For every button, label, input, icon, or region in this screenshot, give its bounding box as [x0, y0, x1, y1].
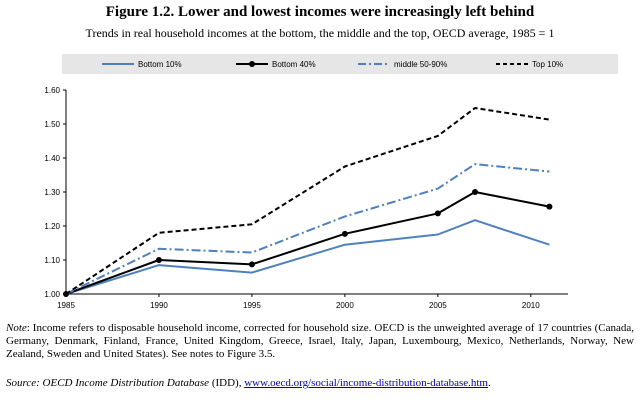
- source-label: Source: [6, 377, 37, 389]
- legend-swatch-bottom-10: [102, 63, 134, 65]
- data-point: [434, 210, 441, 217]
- series-line-bottom-10-: [65, 219, 550, 295]
- series-line-top-10-: [65, 107, 550, 295]
- source-link[interactable]: www.oecd.org/social/income-distribution-…: [244, 377, 488, 389]
- legend-label-top-10: Top 10%: [532, 59, 564, 69]
- data-point: [248, 261, 255, 268]
- figure-note: Note: Income refers to disposable househ…: [6, 322, 634, 361]
- x-tick-label: 2005: [429, 301, 447, 310]
- legend-swatch-bottom-40: [236, 61, 268, 67]
- series-line-middle-50-90-: [65, 163, 550, 295]
- data-point: [472, 189, 479, 195]
- legend-label-bottom-40: Bottom 40%: [272, 59, 316, 69]
- source-end: .: [488, 377, 491, 389]
- x-tick-label: 2000: [336, 301, 354, 310]
- figure-subtitle: Trends in real household incomes at the …: [85, 26, 555, 40]
- y-tick-label: 1.20: [44, 222, 60, 231]
- line-chart: 1.00 1.10 1.20 1.30 1.40 1.50 1.60 1985 1990 1995…: [44, 86, 568, 310]
- chart-legend: Bottom 10% Bottom 40% middle 50-90% Top …: [62, 54, 618, 74]
- y-tick-label: 1.30: [44, 188, 60, 197]
- legend-item-top-10: Top 10%: [496, 54, 563, 74]
- y-tick-label: 1.40: [44, 154, 60, 163]
- data-point: [155, 257, 162, 263]
- y-tick-label: 1.10: [44, 256, 60, 265]
- source-abbr: (IDD),: [209, 377, 245, 389]
- source-database: : OECD Income Distribution Database: [36, 377, 210, 389]
- data-point: [546, 203, 553, 210]
- series-line-bottom-40-: [65, 191, 550, 295]
- x-tick-label: 1995: [243, 301, 261, 310]
- x-tick-label: 1985: [57, 301, 75, 310]
- legend-swatch-middle: [358, 63, 390, 65]
- y-tick-label: 1.00: [44, 290, 60, 299]
- legend-label-middle: middle 50-90%: [394, 59, 448, 69]
- x-tick-label: 2010: [522, 301, 540, 310]
- legend-item-bottom-10: Bottom 10%: [102, 54, 182, 74]
- legend-item-middle: middle 50-90%: [358, 54, 447, 74]
- figure-title: Figure 1.2. Lower and lowest incomes wer…: [105, 4, 535, 20]
- x-tick-label: 1990: [150, 301, 168, 310]
- data-point: [341, 230, 348, 237]
- legend-swatch-top-10: [496, 63, 528, 65]
- y-tick-label: 1.50: [44, 120, 60, 129]
- legend-item-bottom-40: Bottom 40%: [236, 54, 316, 74]
- note-label: Note: [6, 322, 27, 334]
- figure-source: Source: OECD Income Distribution Databas…: [6, 377, 634, 389]
- legend-label-bottom-10: Bottom 10%: [138, 59, 182, 69]
- note-text: : Income refers to disposable household …: [6, 322, 634, 360]
- y-tick-label: 1.60: [44, 86, 60, 95]
